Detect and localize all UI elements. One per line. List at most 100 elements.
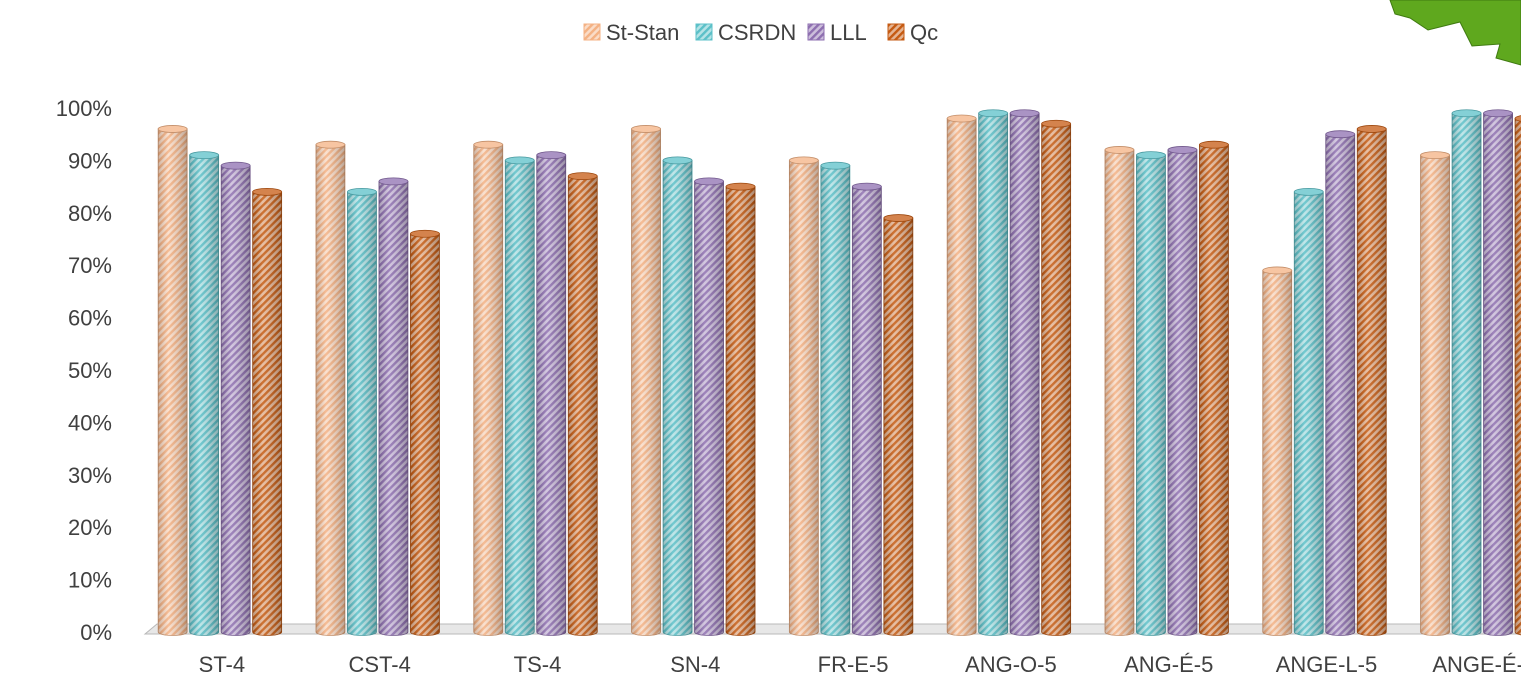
bar-cap [820,161,851,170]
bar-cst-4-lll [378,177,409,636]
legend-label: CSRDN [718,20,796,45]
bar-ang-e-5-lll [1167,146,1198,636]
y-tick-label: 90% [68,148,112,173]
bar-shading [505,160,535,636]
bar-cap [157,125,188,133]
bar-sn-4-csrdn [662,156,693,636]
y-tick-label: 50% [68,358,112,383]
legend-item-csrdn: CSRDN [695,20,796,45]
bar-ang-e-5-csrdn [1136,151,1166,636]
bar-fr-e-5-qc [883,214,914,636]
bar-shading [1483,113,1513,636]
bar-cap [883,214,914,222]
y-tick-label: 10% [68,568,112,593]
bar-shading [1515,118,1521,635]
bar-fr-e-5-st-stan [788,156,819,636]
bar-shading [978,113,1008,636]
bar-cap [1104,146,1135,154]
y-tick-label: 60% [68,306,112,331]
bar-shading [789,160,819,636]
bar-cap [1420,151,1450,160]
x-tick-label-ang-o-5: ANG-O-5 [965,652,1057,677]
legend-label: LLL [830,20,867,45]
bar-shading [631,128,661,636]
bar-cap [788,156,819,165]
legend-swatch [695,23,713,41]
bar-shading [1420,155,1450,636]
x-tick-label-st-4: ST-4 [199,652,245,677]
bar-cap [1041,119,1072,128]
bar-cap [567,172,598,181]
bar-st-4-qc [252,187,283,636]
bar-cap [473,140,504,149]
legend-item-qc: Qc [887,20,938,45]
bar-st-4-csrdn [189,151,220,636]
y-tick-label: 100% [56,96,112,121]
bar-shading [726,186,756,636]
bar-shading [189,155,219,636]
bar-st-4-lll [220,161,251,636]
bar-cap [536,151,567,160]
legend-label: Qc [910,20,938,45]
bar-cap [1356,125,1387,133]
bar-cap [220,161,251,170]
bars [157,109,1521,636]
bar-shading [1357,128,1387,636]
bar-cap [347,187,377,196]
legend: St-Stan CSRDN LLL Qc [583,20,938,45]
bar-cap [631,125,661,133]
bar-shading [883,218,913,636]
bar-shading [1262,270,1292,636]
bar-cap [725,182,756,191]
legend-item-lll: LLL [807,20,867,45]
bar-fr-e-5-csrdn [820,161,851,636]
bar-cap [662,156,693,165]
y-tick-label: 0% [80,620,112,645]
x-tick-label-ts-4: TS-4 [514,652,562,677]
bar-cap [1325,130,1356,139]
bar-shading [820,165,850,636]
y-tick-label: 70% [68,253,112,278]
bar-ts-4-st-stan [473,140,504,636]
bar-cap [410,229,440,238]
bar-ange-e-5-lll [1483,109,1513,636]
bar-ang-e-5-st-stan [1104,146,1135,636]
bar-cap [1167,146,1198,154]
bar-cap [978,109,1009,118]
bar-cap [1451,109,1482,118]
bar-cap [504,156,535,165]
bar-cap [252,187,283,196]
bar-ange-e-5-csrdn [1451,109,1482,636]
bar-shading [694,181,724,636]
bar-cap [1483,109,1513,118]
legend-swatch [583,23,601,41]
bar-shading [947,118,977,636]
y-tick-label: 30% [68,463,112,488]
bar-shading [347,191,377,636]
decoration-layer [1389,0,1521,66]
bar-ts-4-lll [536,151,567,636]
bar-cap [1262,266,1293,275]
x-tick-label-cst-4: CST-4 [349,652,411,677]
bar-shading [1294,191,1324,636]
x-axis: ST-4 CST-4 TS-4 SN-4 FR-E-5 ANG-O-5 ANG-É-5 ANG… [199,652,1521,677]
bar-st-4-st-stan [157,125,188,636]
bar-shading [536,155,566,636]
y-axis: 0% 10% 20% 30% 40% 50% 60% 70% 80% 90% 100% [56,96,112,645]
bar-ang-o-5-st-stan [946,114,977,636]
bar-ange-l-5-qc [1356,125,1387,636]
bar-ange-l-5-st-stan [1262,266,1293,636]
bar-cap [946,114,977,123]
x-tick-label-fr-e-5: FR-E-5 [818,652,889,677]
bar-shading [410,233,440,636]
bar-cap [315,140,346,149]
bar-ange-l-5-csrdn [1293,187,1324,636]
bar-cap [694,177,724,186]
y-tick-label: 80% [68,201,112,226]
bar-shading [158,128,188,636]
bar-cap [1136,151,1166,160]
bar-shading [378,181,408,636]
x-tick-label-ange-l-5: ANGE-L-5 [1276,652,1377,677]
legend-item-st-stan: St-Stan [583,20,679,45]
